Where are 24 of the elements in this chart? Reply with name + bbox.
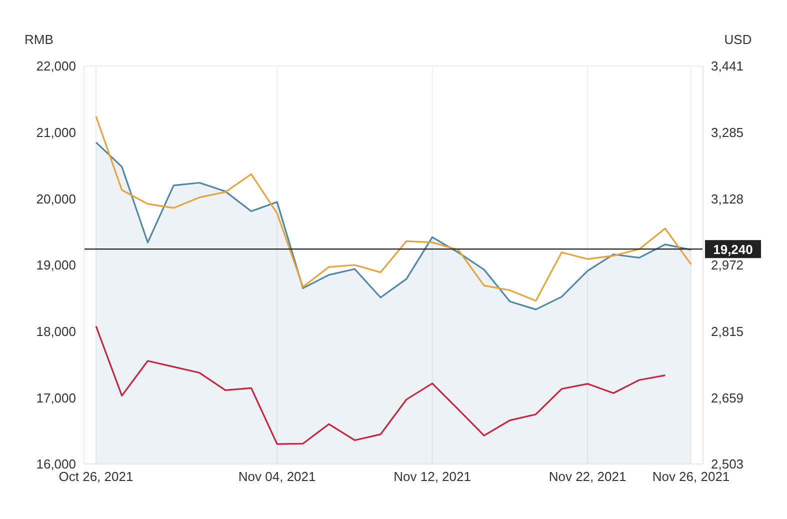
y2-tick-label: 2,503 xyxy=(711,456,744,472)
line-series xyxy=(95,325,666,445)
x-tick-label: Nov 26, 2021 xyxy=(652,469,730,484)
y2-tick-label: 3,441 xyxy=(711,58,744,74)
y-tick-label: 18,000 xyxy=(36,324,76,339)
y-tick-label: 17,000 xyxy=(36,390,76,406)
y2-tick-label: 2,815 xyxy=(711,324,744,340)
x-tick-label: Nov 04, 2021 xyxy=(238,469,316,484)
y-tick-label: 20,000 xyxy=(36,191,76,206)
line-series xyxy=(95,116,692,302)
y2-tick-label: 3,285 xyxy=(711,124,744,140)
y-tick-label: 22,000 xyxy=(36,58,76,74)
y2-axis-title: USD xyxy=(724,32,752,47)
y-tick-label: 16,000 xyxy=(36,456,76,472)
x-tick-label: Nov 22, 2021 xyxy=(548,469,626,484)
y2-tick-label: 3,128 xyxy=(711,191,744,206)
x-tick-label: Oct 26, 2021 xyxy=(58,469,134,484)
y-axis-title: RMB xyxy=(24,32,54,47)
y2-tick-label: 2,659 xyxy=(711,390,744,406)
y-tick-label: 19,000 xyxy=(36,258,76,273)
y-tick-label: 21,000 xyxy=(36,124,76,140)
x-tick-label: Nov 12, 2021 xyxy=(394,469,471,484)
y2-tick-label: 2,972 xyxy=(711,258,744,273)
ref-line-label: 19,240 xyxy=(713,242,753,258)
